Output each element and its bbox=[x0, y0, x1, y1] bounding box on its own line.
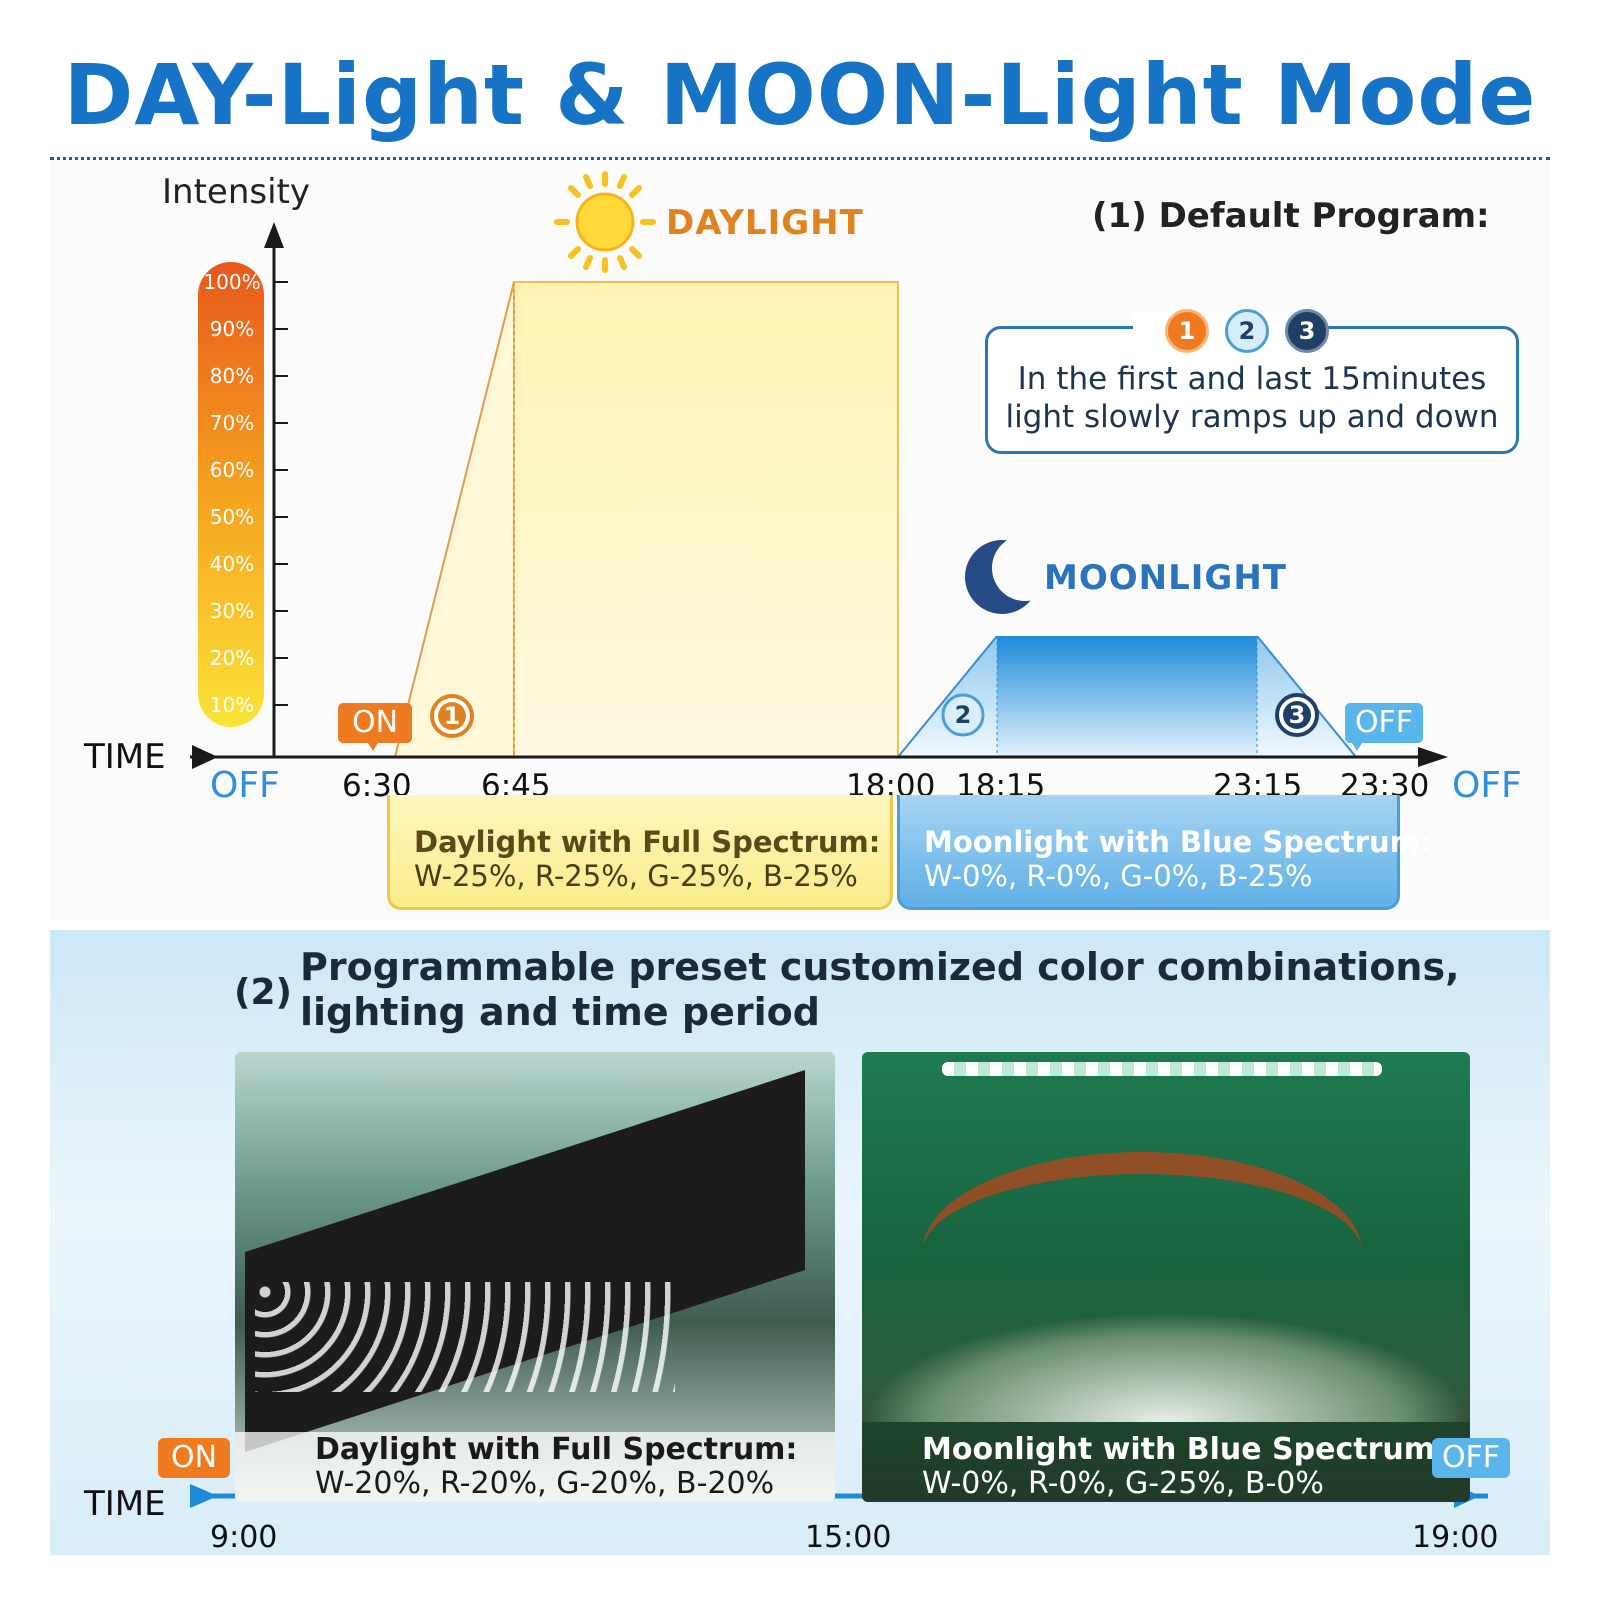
off-left-label: OFF bbox=[210, 765, 280, 806]
bottom-time-tick: 15:00 bbox=[805, 1520, 892, 1555]
right-caption-values: W-0%, R-0%, G-25%, B-0% bbox=[922, 1466, 1324, 1501]
moonlight-info-values: W-0%, R-0%, G-0%, B-25% bbox=[924, 859, 1313, 893]
step-badge-3: 3 bbox=[1285, 309, 1329, 353]
left-caption-backdrop bbox=[235, 1432, 835, 1502]
ramp-info-line-1: In the first and last 15minutes bbox=[1017, 361, 1487, 397]
chart-step-1-label: 1 bbox=[443, 702, 461, 730]
off-tag bbox=[1345, 703, 1423, 743]
chart-step-badge-1 bbox=[430, 694, 474, 738]
right-caption-backdrop bbox=[862, 1422, 1470, 1502]
badge-strip bbox=[1133, 312, 1303, 348]
led-grid bbox=[255, 1282, 675, 1392]
default-program-heading: (1) Default Program: bbox=[1092, 196, 1490, 236]
step-badge-2: 2 bbox=[1225, 309, 1269, 353]
moonlight-info-title: Moonlight with Blue Spectrum: bbox=[924, 825, 1432, 859]
bottom-time-axis-label: TIME bbox=[84, 1484, 166, 1524]
ramp-info-line-2: light slowly ramps up and down bbox=[1005, 399, 1499, 435]
aquarium-substrate bbox=[862, 1312, 1470, 1422]
off-tag-pointer bbox=[1352, 743, 1362, 751]
bottom-time-tick: 9:00 bbox=[210, 1520, 278, 1555]
light-fixture-bar bbox=[245, 1070, 805, 1452]
intensity-axis-label: Intensity bbox=[162, 172, 310, 212]
bottom-on-tag: ON bbox=[158, 1438, 230, 1478]
ramp-info-text: In the first and last 15minutes light sl… bbox=[985, 360, 1519, 436]
percent-label: 60% bbox=[209, 458, 255, 482]
intensity-scale-bar bbox=[198, 262, 264, 727]
chart-step-badge-2 bbox=[941, 693, 985, 737]
programmable-title: Programmable preset customized color com… bbox=[300, 945, 1460, 1035]
sun-icon bbox=[554, 171, 656, 273]
percent-label: 30% bbox=[209, 599, 255, 623]
daylight-aquarium-photo: Daylight with Full Spectrum: W-20%, R-20… bbox=[235, 1052, 835, 1502]
moonlight-aquarium-photo: Moonlight with Blue Spectrum: W-0%, R-0%… bbox=[862, 1052, 1470, 1502]
y-ticks bbox=[274, 281, 288, 706]
left-caption-values: W-20%, R-20%, G-20%, B-20% bbox=[315, 1466, 775, 1501]
percent-label: 10% bbox=[209, 693, 255, 717]
time-arrow-left bbox=[192, 745, 218, 769]
right-caption-title: Moonlight with Blue Spectrum: bbox=[922, 1432, 1448, 1467]
chart-step-2-label: 2 bbox=[954, 701, 972, 729]
step-badge-1: 1 bbox=[1165, 309, 1209, 353]
daylight-info-box: Daylight with Full Spectrum: W-25%, R-25… bbox=[387, 795, 893, 910]
off-right-label: OFF bbox=[1452, 765, 1522, 806]
led-strip bbox=[942, 1062, 1382, 1076]
percent-label: 20% bbox=[209, 646, 255, 670]
left-caption-title: Daylight with Full Spectrum: bbox=[315, 1432, 798, 1467]
percent-label: 50% bbox=[209, 505, 255, 529]
bottom-off-tag: OFF bbox=[1432, 1438, 1510, 1478]
chart-step-badge-3 bbox=[1275, 693, 1319, 737]
off-tag-label: OFF bbox=[1354, 705, 1414, 740]
moonlight-area bbox=[997, 636, 1257, 757]
daylight-ramp-line bbox=[394, 281, 515, 758]
daylight-info-values: W-25%, R-25%, G-25%, B-25% bbox=[414, 859, 858, 893]
daylight-label: DAYLIGHT bbox=[666, 203, 864, 243]
programmable-number: (2) bbox=[234, 972, 292, 1013]
moonlight-info-box: Moonlight with Blue Spectrum: W-0%, R-0%… bbox=[897, 795, 1432, 910]
title-divider bbox=[50, 157, 1550, 160]
chart-step-3-label: 3 bbox=[1288, 701, 1306, 729]
percent-label: 70% bbox=[209, 411, 255, 435]
bottom-time-tick: 19:00 bbox=[1412, 1520, 1499, 1555]
x-axis-arrow bbox=[1418, 747, 1448, 767]
moonlight-label: MOONLIGHT bbox=[1044, 558, 1287, 598]
moon-icon bbox=[965, 535, 1058, 614]
daylight-area bbox=[513, 281, 899, 758]
percent-label: 80% bbox=[209, 364, 255, 388]
on-tag-label: ON bbox=[351, 705, 399, 740]
daylight-info-title: Daylight with Full Spectrum: bbox=[414, 825, 881, 859]
programmable-title-line-1: Programmable preset customized color com… bbox=[300, 945, 1460, 989]
percent-label: 90% bbox=[209, 317, 255, 341]
moon-ramp-up-line bbox=[897, 635, 998, 758]
percent-label: 100% bbox=[203, 270, 261, 294]
programmable-title-line-2: lighting and time period bbox=[300, 990, 820, 1034]
time-axis-label: TIME bbox=[84, 737, 166, 777]
bottom-time-arrow-left bbox=[190, 1484, 218, 1508]
on-tag-pointer bbox=[368, 743, 378, 751]
percent-label: 40% bbox=[209, 552, 255, 576]
y-axis-arrow bbox=[264, 222, 284, 248]
on-tag bbox=[338, 703, 412, 743]
page-title: DAY-Light & MOON-Light Mode bbox=[63, 46, 1537, 144]
